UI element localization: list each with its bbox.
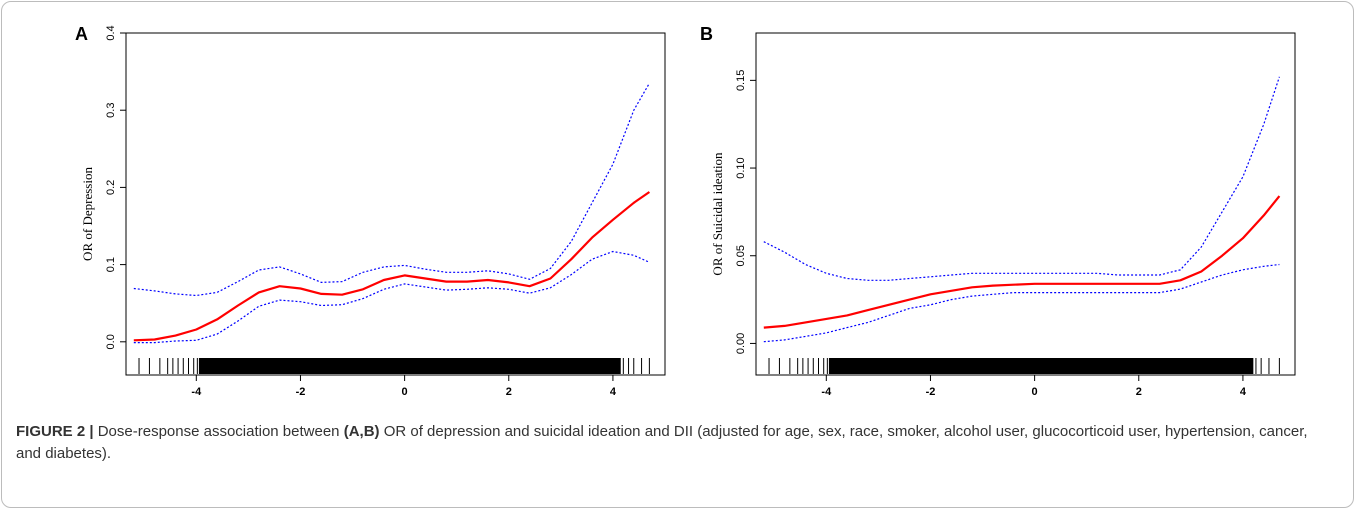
chart-panel-a: A 0.0 0.1 0.2 0.3 0.4 OR of Depression -4 -2 0 2 4: [75, 24, 666, 395]
figure-caption: FIGURE 2 | Dose-response association bet…: [16, 421, 1336, 465]
panel-a-xtick-label: 0: [402, 386, 408, 395]
panel-b-xtick-label: 0: [1032, 386, 1038, 395]
panel-b-xtick-label: 2: [1136, 386, 1142, 395]
panel-b-series-or-line: [763, 195, 1281, 329]
caption-text-after: OR of depression and suicidal ideation a…: [16, 423, 1308, 462]
panel-b-series-lower-ci-line: [763, 263, 1280, 343]
panel-a-xtick-label: 2: [506, 386, 512, 395]
panel-a-series-or-line: [133, 191, 651, 342]
caption-label: FIGURE 2 |: [16, 423, 94, 440]
panel-a-series-lower-ci-line: [133, 250, 650, 344]
panel-b-xtick-label: 4: [1240, 386, 1247, 395]
panel-b-xtick-label: -2: [926, 386, 936, 395]
panel-b-ytick-label: 0.15: [735, 70, 747, 91]
panel-a-plot-frame: [125, 32, 666, 376]
panel-b-ytick-label: 0.05: [735, 245, 747, 266]
panel-a-ytick-label: 0.1: [105, 257, 117, 272]
panel-a-ytick-label: 0.3: [105, 103, 117, 118]
panel-a-ylabel: OR of Depression: [80, 167, 95, 261]
panel-b-series-upper-ci-line: [763, 76, 1280, 281]
caption-text-before: Dose-response association between: [93, 423, 344, 440]
panel-b-ylabel: OR of Suicidal ideation: [710, 152, 725, 276]
panel-b-rug-dense: [828, 358, 1254, 374]
panel-b-plot-frame: [755, 32, 1296, 376]
chart-panel-b: B 0.00 0.05 0.10 0.15 OR of Suicidal ideation…: [700, 24, 1296, 395]
panel-a-ytick-label: 0.4: [105, 25, 117, 40]
panel-b-xtick-label: -4: [821, 386, 832, 395]
panel-a-rug-dense: [198, 358, 621, 374]
panel-a-ytick-label: 0.0: [105, 334, 117, 349]
panel-a-letter: A: [75, 24, 88, 44]
panel-a-xtick-label: -2: [296, 386, 306, 395]
panel-a-series-upper-ci-line: [133, 82, 650, 297]
panel-a-xtick-label: -4: [191, 386, 202, 395]
panel-b-letter: B: [700, 24, 713, 44]
panel-b-ytick-label: 0.00: [735, 333, 747, 354]
panel-a-ytick-label: 0.2: [105, 180, 117, 195]
panel-a-xtick-label: 4: [610, 386, 617, 395]
panel-b-ytick-label: 0.10: [735, 157, 747, 178]
caption-panel-ref: (A,B): [343, 423, 380, 440]
